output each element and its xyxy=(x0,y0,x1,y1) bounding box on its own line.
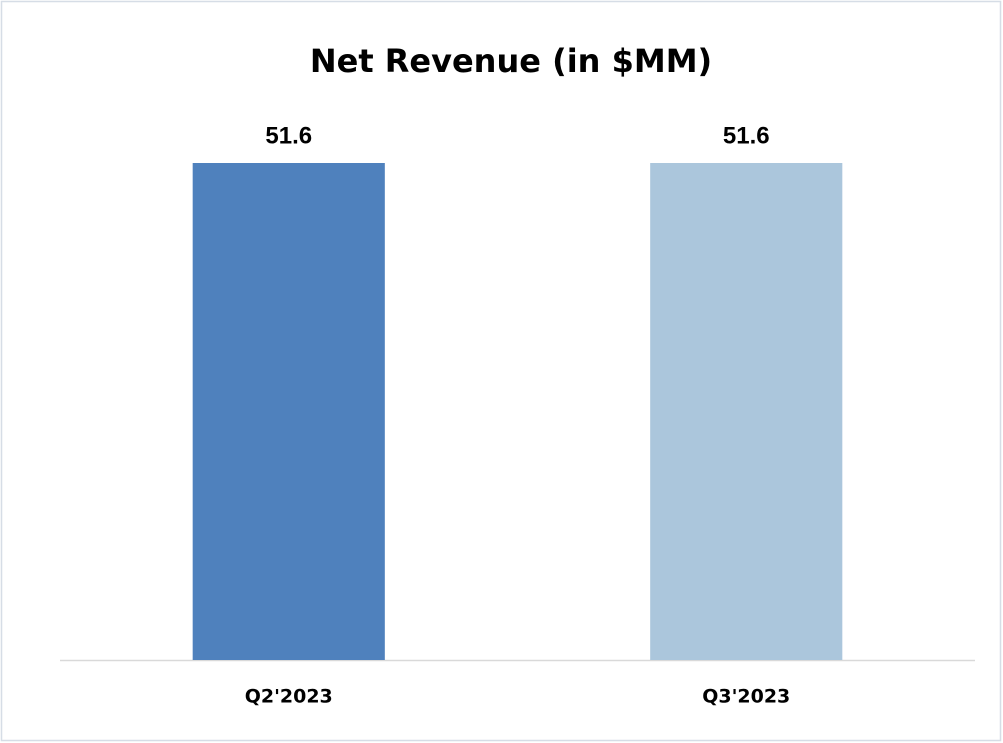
bar xyxy=(650,163,843,660)
x-tick-label: Q2'2023 xyxy=(245,686,333,708)
value-label: 51.6 xyxy=(265,122,312,149)
x-tick-label: Q3'2023 xyxy=(702,686,790,708)
bar xyxy=(192,163,385,660)
value-label: 51.6 xyxy=(723,122,770,149)
chart-title: Net Revenue (in $MM) xyxy=(310,42,712,80)
